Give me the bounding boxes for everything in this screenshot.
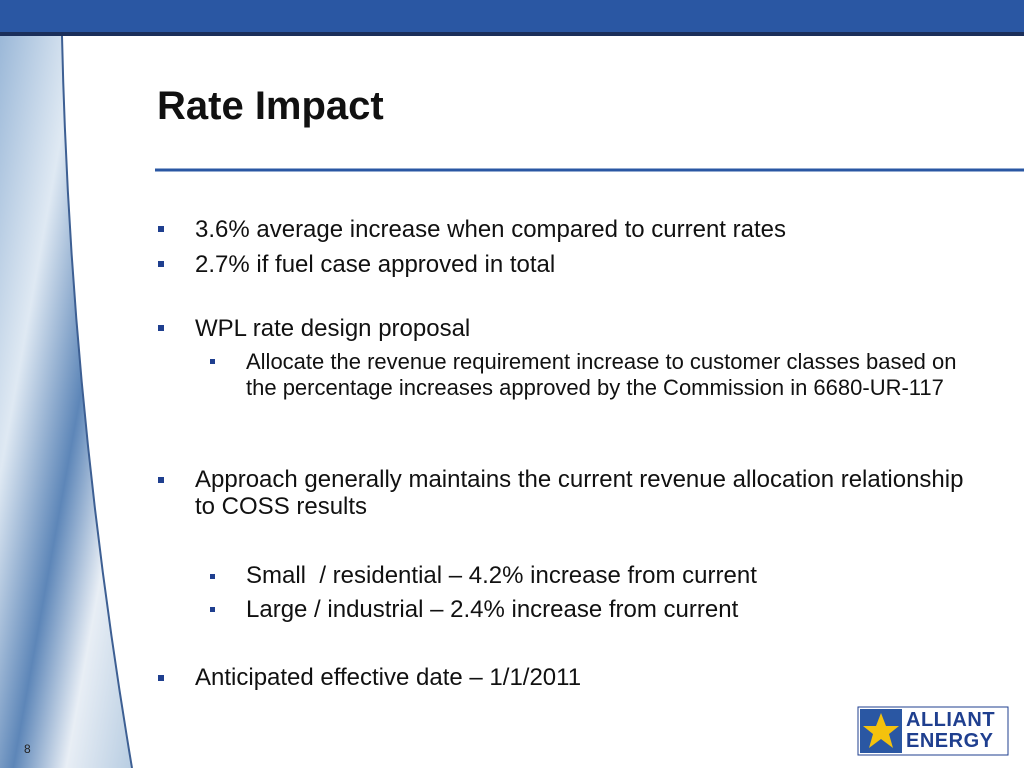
bullet-marker [158,477,164,483]
top-bar [0,0,1024,32]
logo-text: ENERGY [906,730,994,752]
sub-bullet-marker [210,607,215,612]
bullet-marker [158,261,164,267]
bullet: Approach generally maintains the current… [195,466,971,520]
slide-title: Rate Impact [157,84,384,128]
sub-bullet-marker [210,574,215,579]
logo-text: ALLIANT [906,709,996,731]
bullet-marker [158,675,164,681]
sub-bullet: Small / residential – 4.2% increase from… [246,562,757,589]
top-bar-shadow [0,32,1024,36]
logo-star [863,713,899,748]
sub-bullet-marker [210,359,215,364]
bullet-marker [158,325,164,331]
bullet-marker [158,226,164,232]
page-number: 8 [24,742,31,756]
sub-bullet: Large / industrial – 2.4% increase from … [246,596,739,623]
bullet: 2.7% if fuel case approved in total [195,251,556,278]
bullet: 3.6% average increase when compared to c… [195,216,786,243]
sky-strip [0,36,132,768]
bullet: Anticipated effective date – 1/1/2011 [195,664,582,691]
sub-bullet: Allocate the revenue requirement increas… [246,349,963,400]
bullet: WPL rate design proposal [195,315,471,342]
sky-edge [61,35,133,768]
